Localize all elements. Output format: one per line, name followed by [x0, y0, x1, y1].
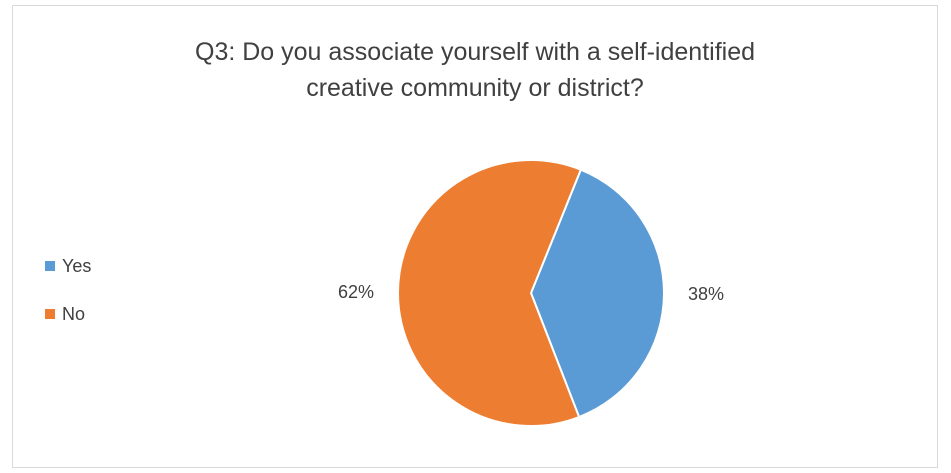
- data-label-no: 62%: [338, 282, 374, 302]
- pie-chart: 38% 62%: [338, 159, 724, 427]
- chart-frame: Q3: Do you associate yourself with a sel…: [12, 5, 938, 468]
- legend-swatch-yes: [45, 261, 55, 271]
- legend-item-no: No: [45, 302, 91, 326]
- legend-label-yes: Yes: [62, 255, 92, 276]
- data-label-yes: 38%: [688, 284, 724, 304]
- chart-title: Q3: Do you associate yourself with a sel…: [195, 38, 755, 102]
- legend-label-no: No: [62, 303, 86, 324]
- legend-item-yes: Yes: [45, 254, 91, 278]
- legend-swatch-no: [45, 309, 55, 319]
- pie-slice-yes: [529, 168, 665, 419]
- pie-slice-no: [397, 159, 583, 427]
- pie-slices: [397, 159, 665, 427]
- chart-legend: Yes No: [45, 254, 91, 350]
